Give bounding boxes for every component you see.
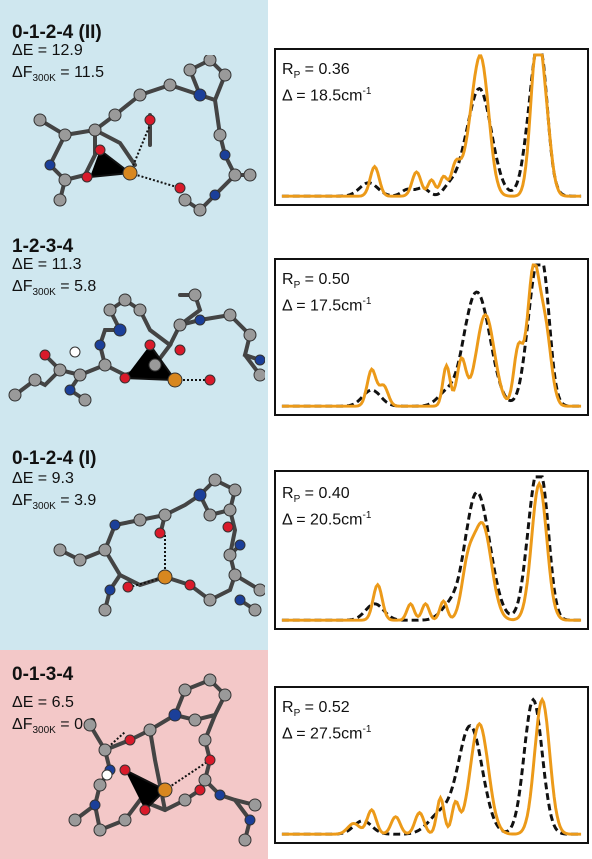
rp-subscript: P <box>293 494 301 506</box>
calculated-spectrum-line <box>281 480 582 622</box>
shift-prefix: Δ = 17.5cm <box>282 297 363 315</box>
shift-prefix: Δ = 20.5cm <box>282 511 363 529</box>
spectrum-panel-2: RP = 0.50 Δ = 17.5cm-1 <box>274 258 589 416</box>
spectrum-plot-1 <box>281 53 582 198</box>
shift-label: Δ = 27.5cm-1 <box>282 720 371 743</box>
delta-e-value: 12.9 <box>51 42 83 59</box>
shift-superscript: -1 <box>362 510 372 521</box>
delta-f-line: ΔF300K = 3.9 <box>12 492 96 512</box>
delta-e-value: 11.3 <box>51 256 82 273</box>
rp-value: = 0.52 <box>300 699 350 716</box>
conformer-title: 0-1-2-4 (I) <box>12 448 97 469</box>
rp-subscript: P <box>293 708 301 720</box>
delta-f-value: = 3.9 <box>55 492 97 509</box>
delta-f-subscript: 300K <box>32 73 56 85</box>
shift-superscript: -1 <box>362 86 372 97</box>
rp-prefix: R <box>282 271 294 288</box>
delta-f-subscript: 300K <box>32 287 56 299</box>
delta-e-label: ΔE = <box>12 694 52 711</box>
delta-e-label: ΔE = <box>12 470 52 487</box>
shift-prefix: Δ = 27.5cm <box>282 725 363 743</box>
spectrum-panel-3: RP = 0.40 Δ = 20.5cm-1 <box>274 470 589 630</box>
delta-f-value: = 5.8 <box>55 278 97 295</box>
panel-background-pink <box>0 650 268 859</box>
rp-value: = 0.50 <box>300 271 350 288</box>
delta-f-prefix: ΔF <box>12 278 33 295</box>
rp-label: RP = 0.52 <box>282 698 350 723</box>
calculated-spectrum-line <box>281 53 582 198</box>
rp-prefix: R <box>282 485 294 502</box>
conformer-title: 0-1-3-4 <box>12 664 74 685</box>
delta-f-line: ΔF300K = 11.5 <box>12 64 104 84</box>
delta-e-line: ΔE = 11.3 <box>12 256 82 274</box>
shift-label: Δ = 18.5cm-1 <box>282 82 371 105</box>
calculated-spectrum-line <box>281 263 582 408</box>
delta-e-line: ΔE = 9.3 <box>12 470 74 488</box>
shift-superscript: -1 <box>362 724 372 735</box>
conformer-title: 1-2-3-4 <box>12 236 74 257</box>
spectrum-panel-1: RP = 0.36 Δ = 18.5cm-1 <box>274 48 589 206</box>
rp-label: RP = 0.40 <box>282 484 350 509</box>
delta-f-subscript: 300K <box>32 725 56 737</box>
rp-value: = 0.36 <box>300 61 350 78</box>
delta-f-line: ΔF300K = 5.8 <box>12 278 96 298</box>
delta-f-prefix: ΔF <box>12 64 33 81</box>
delta-f-subscript: 300K <box>32 501 56 513</box>
rp-label: RP = 0.36 <box>282 60 350 85</box>
rp-prefix: R <box>282 699 294 716</box>
panel-background-blue <box>0 0 268 650</box>
molecule-structure-4 <box>68 673 262 847</box>
calculated-spectrum-line <box>281 696 582 836</box>
delta-e-label: ΔE = <box>12 42 52 59</box>
rp-prefix: R <box>282 61 294 78</box>
delta-f-value: = 11.5 <box>55 64 105 81</box>
shift-label: Δ = 20.5cm-1 <box>282 506 371 529</box>
shift-label: Δ = 17.5cm-1 <box>282 292 371 315</box>
molecule-structure-3 <box>53 473 265 617</box>
rp-value: = 0.40 <box>300 485 350 502</box>
spectrum-plot-3 <box>281 475 582 622</box>
rp-label: RP = 0.50 <box>282 270 350 295</box>
delta-e-label: ΔE = <box>12 256 52 273</box>
spectrum-plot-4 <box>281 696 582 836</box>
delta-e-line: ΔE = 6.5 <box>12 694 74 712</box>
shift-superscript: -1 <box>362 296 372 307</box>
molecule-structure-1 <box>33 55 257 217</box>
delta-f-prefix: ΔF <box>12 492 33 509</box>
spectrum-plot-2 <box>281 263 582 408</box>
delta-e-value: 9.3 <box>51 470 74 487</box>
delta-e-line: ΔE = 12.9 <box>12 42 83 60</box>
rp-subscript: P <box>293 70 301 82</box>
molecule-structure-2 <box>8 288 265 407</box>
conformer-title: 0-1-2-4 (II) <box>12 22 102 43</box>
rp-subscript: P <box>293 280 301 292</box>
delta-e-value: 6.5 <box>51 694 74 711</box>
spectrum-panel-4: RP = 0.52 Δ = 27.5cm-1 <box>274 686 589 844</box>
delta-f-prefix: ΔF <box>12 716 33 733</box>
shift-prefix: Δ = 18.5cm <box>282 87 363 105</box>
